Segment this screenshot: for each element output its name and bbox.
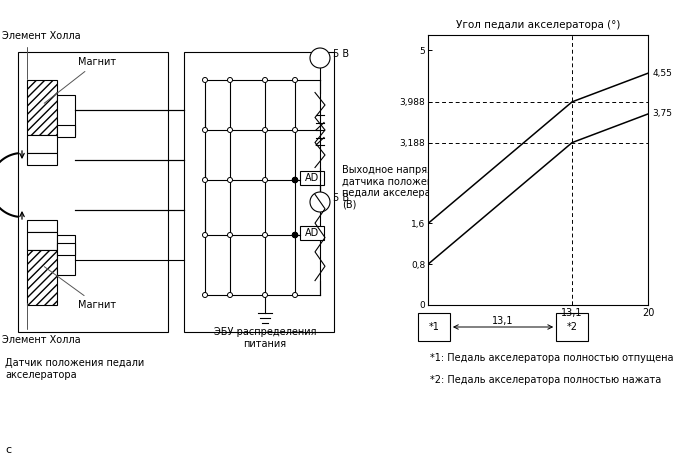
Bar	[27, 80, 57, 135]
Text: *2: Педаль акселератора полностью нажата: *2: Педаль акселератора полностью нажата	[430, 375, 661, 385]
Circle shape	[228, 293, 233, 298]
Text: Выходное напряжение
датчика положения
педали акселератора
(В): Выходное напряжение датчика положения пе…	[342, 165, 461, 210]
Text: 4,55: 4,55	[652, 69, 672, 78]
Text: *2: *2	[567, 322, 578, 332]
Text: Элемент Холла: Элемент Холла	[2, 303, 80, 345]
Circle shape	[310, 192, 330, 212]
Text: c: c	[5, 445, 11, 455]
Circle shape	[292, 232, 297, 238]
Text: Датчик положения педали
акселератора: Датчик положения педали акселератора	[5, 358, 144, 380]
Circle shape	[292, 232, 297, 238]
Text: AD: AD	[305, 228, 319, 238]
Text: Магнит: Магнит	[44, 267, 116, 310]
Bar	[556, 313, 588, 341]
Circle shape	[228, 127, 233, 132]
Circle shape	[310, 48, 330, 68]
Circle shape	[228, 177, 233, 182]
Bar	[184, 52, 334, 332]
Circle shape	[228, 77, 233, 82]
Text: 5 В: 5 В	[333, 193, 349, 203]
Circle shape	[263, 232, 268, 238]
Title: Угол педали акселератора (°): Угол педали акселератора (°)	[456, 20, 620, 30]
Circle shape	[292, 232, 297, 238]
Bar	[300, 171, 324, 185]
Text: Магнит: Магнит	[44, 57, 116, 103]
Bar	[300, 226, 324, 240]
Circle shape	[202, 232, 208, 238]
Bar	[27, 153, 57, 165]
Text: AD: AD	[305, 173, 319, 183]
Bar	[27, 135, 57, 153]
Circle shape	[292, 77, 297, 82]
Bar	[18, 52, 168, 332]
Bar	[57, 243, 75, 255]
Circle shape	[202, 177, 208, 182]
Circle shape	[202, 127, 208, 132]
Circle shape	[263, 127, 268, 132]
Bar	[27, 232, 57, 250]
Circle shape	[263, 177, 268, 182]
Bar	[418, 313, 450, 341]
Text: 3,75: 3,75	[652, 109, 672, 119]
Circle shape	[263, 293, 268, 298]
Circle shape	[263, 77, 268, 82]
Bar	[27, 220, 57, 232]
Circle shape	[292, 127, 297, 132]
Bar	[57, 125, 75, 137]
Circle shape	[292, 177, 297, 182]
Bar	[57, 235, 75, 275]
Text: *1: *1	[429, 322, 440, 332]
Text: *1: Педаль акселератора полностью отпущена: *1: Педаль акселератора полностью отпуще…	[430, 353, 674, 363]
Text: Элемент Холла: Элемент Холла	[2, 31, 80, 79]
Text: 5 В: 5 В	[333, 49, 349, 59]
Circle shape	[202, 77, 208, 82]
Circle shape	[292, 177, 297, 182]
Circle shape	[202, 293, 208, 298]
Text: ЭБУ распределения
питания: ЭБУ распределения питания	[214, 327, 316, 349]
Bar	[57, 95, 75, 135]
Circle shape	[228, 232, 233, 238]
Circle shape	[292, 293, 297, 298]
Circle shape	[292, 177, 297, 182]
Bar	[27, 250, 57, 305]
Text: 13,1: 13,1	[493, 316, 514, 326]
